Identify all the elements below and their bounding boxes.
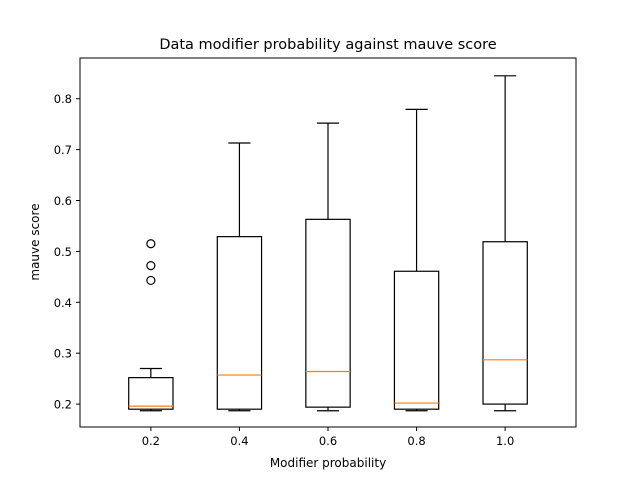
x-tick-label: 0.2 [142, 434, 160, 448]
box [128, 377, 174, 410]
outlier-point [146, 239, 156, 249]
y-axis-label: mauve score [28, 203, 42, 280]
x-tick-label: 0.8 [407, 434, 425, 448]
x-tick-label: 1.0 [496, 434, 514, 448]
y-tick-label: 0.2 [54, 398, 72, 412]
outlier-point [146, 275, 156, 286]
plot-area: 0.2 0.3 0.4 0.5 0.6 0.7 0.8 0.2 0.4 0.6 0.8 1.0 [54, 75, 528, 448]
axes-frame [79, 57, 577, 428]
y-tick-label: 0.8 [54, 92, 72, 106]
box [216, 236, 263, 410]
box [305, 218, 351, 408]
outlier-point [146, 261, 156, 271]
y-tick-label: 0.7 [54, 143, 72, 157]
chart-title: Data modifier probability against mauve … [159, 37, 496, 53]
x-tick-label: 0.6 [319, 434, 337, 448]
y-tick-label: 0.6 [54, 194, 72, 208]
y-tick-label: 0.3 [54, 347, 72, 361]
y-tick-label: 0.5 [54, 245, 72, 259]
x-tick-label: 0.4 [230, 434, 248, 448]
box [482, 241, 528, 405]
box [393, 270, 440, 410]
x-axis-label: Modifier probability [270, 456, 386, 470]
y-tick-label: 0.4 [54, 296, 72, 310]
